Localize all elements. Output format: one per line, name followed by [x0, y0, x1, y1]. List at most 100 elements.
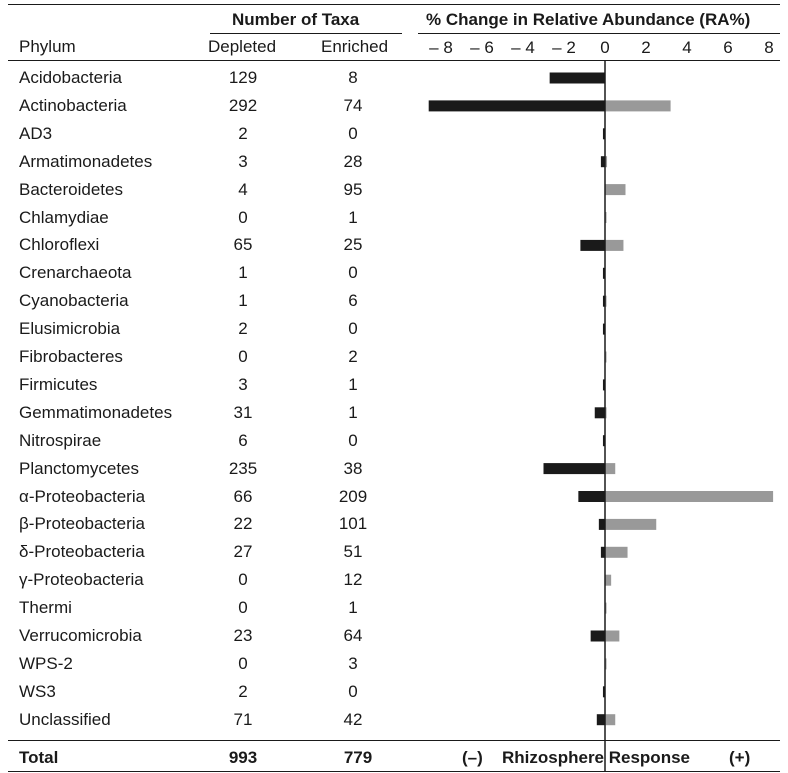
depleted-count: 27	[233, 542, 253, 561]
column-header-phylum: Phylum	[19, 37, 76, 56]
enriched-count: 1	[348, 598, 358, 617]
enriched-bar	[605, 658, 607, 670]
depleted-bar	[580, 239, 605, 251]
phylum-name: Crenarchaeota	[19, 263, 132, 282]
depleted-count: 66	[233, 487, 253, 506]
enriched-bar	[605, 295, 607, 307]
depleted-count: 3	[238, 152, 248, 171]
total-rule	[8, 740, 780, 741]
depleted-bar	[602, 128, 605, 140]
enriched-bar	[605, 518, 657, 530]
phylum-name: Chlamydiae	[19, 208, 109, 227]
depleted-count: 0	[238, 598, 248, 617]
enriched-count: 101	[338, 514, 368, 533]
depleted-count: 1	[238, 291, 248, 310]
phylum-name: Elusimicrobia	[19, 319, 121, 338]
enriched-count: 1	[348, 208, 358, 227]
enriched-bar	[605, 239, 624, 251]
column-header-enriched: Enriched	[321, 37, 389, 56]
depleted-count: 292	[228, 96, 258, 115]
x-tick-label: 6	[723, 38, 732, 57]
phylum-name: Bacteroidetes	[19, 180, 123, 199]
enriched-bar	[605, 491, 774, 502]
depleted-count: 0	[238, 347, 248, 366]
depleted-count: 0	[238, 208, 248, 227]
enriched-count: 42	[343, 710, 363, 729]
phylum-name: Gemmatimonadetes	[19, 403, 173, 422]
group-title: Number of Taxa	[232, 10, 360, 29]
phylum-name: Actinobacteria	[19, 96, 127, 115]
phylum-name: Thermi	[19, 598, 72, 617]
response-label: Rhizosphere Response	[502, 748, 690, 767]
depleted-bar	[549, 72, 605, 84]
depleted-bar	[594, 407, 605, 419]
depleted-count: 235	[228, 459, 258, 478]
chart-title: % Change in Relative Abundance (RA%)	[426, 10, 751, 29]
enriched-count: 209	[338, 487, 368, 506]
phylum-name: α-Proteobacteria	[19, 487, 146, 506]
phylum-name: γ-Proteobacteria	[19, 570, 144, 589]
depleted-count: 2	[238, 124, 248, 143]
x-tick-label: – 6	[470, 38, 494, 57]
enriched-bar	[605, 212, 607, 223]
enriched-count: 0	[348, 682, 358, 701]
depleted-bar	[602, 295, 605, 307]
enriched-count: 74	[343, 96, 363, 115]
depleted-bar	[578, 491, 605, 502]
phylum-name: AD3	[19, 124, 53, 143]
x-tick-label: 2	[641, 38, 650, 57]
enriched-bar	[605, 351, 607, 363]
depleted-bar	[600, 156, 605, 168]
enriched-count: 0	[348, 263, 358, 282]
enriched-bar	[605, 463, 616, 475]
phylum-name: Chloroflexi	[19, 235, 100, 254]
enriched-count: 95	[343, 180, 363, 199]
total-depleted: 993	[228, 748, 258, 767]
x-tick-label: 4	[682, 38, 691, 57]
enriched-count: 8	[348, 68, 358, 87]
phylum-name: Unclassified	[19, 710, 111, 729]
enriched-count: 51	[343, 542, 363, 561]
depleted-bar	[598, 518, 605, 530]
depleted-count: 4	[238, 180, 248, 199]
depleted-count: 6	[238, 431, 248, 450]
phylum-name: Planctomycetes	[19, 459, 139, 478]
enriched-count: 64	[343, 626, 363, 645]
enriched-count: 1	[348, 403, 358, 422]
phylum-name: WS3	[19, 682, 56, 701]
phylum-name: WPS-2	[19, 654, 73, 673]
chart-title-underline	[418, 33, 780, 34]
x-tick-label: 0	[600, 38, 609, 57]
depleted-count: 0	[238, 570, 248, 589]
enriched-bar	[605, 407, 607, 419]
depleted-bar	[596, 714, 605, 726]
enriched-bar	[605, 184, 626, 196]
depleted-count: 65	[233, 235, 253, 254]
enriched-bar	[605, 156, 608, 168]
phylum-name: Firmicutes	[19, 375, 98, 394]
phylum-name: Cyanobacteria	[19, 291, 129, 310]
depleted-bar	[602, 686, 605, 698]
depleted-count: 3	[238, 375, 248, 394]
enriched-bar	[605, 714, 616, 726]
bottom-rule	[8, 771, 780, 772]
column-header-depleted: Depleted	[208, 37, 277, 56]
phylum-name: Nitrospirae	[19, 431, 102, 450]
enriched-bar	[605, 630, 620, 642]
depleted-bar	[602, 267, 605, 279]
header-rule	[8, 60, 780, 61]
depleted-bar	[600, 546, 605, 558]
total-label: Total	[19, 748, 59, 767]
enriched-bar	[605, 100, 671, 112]
depleted-bar	[602, 379, 605, 391]
depleted-count: 22	[233, 514, 253, 533]
depleted-count: 2	[238, 682, 248, 701]
group-underline	[210, 33, 402, 34]
depleted-count: 71	[233, 710, 253, 729]
phylum-name: Acidobacteria	[19, 68, 123, 87]
depleted-count: 1	[238, 263, 248, 282]
x-tick-label: 8	[764, 38, 773, 57]
depleted-bar	[543, 463, 605, 475]
enriched-count: 6	[348, 291, 358, 310]
depleted-count: 129	[228, 68, 258, 87]
